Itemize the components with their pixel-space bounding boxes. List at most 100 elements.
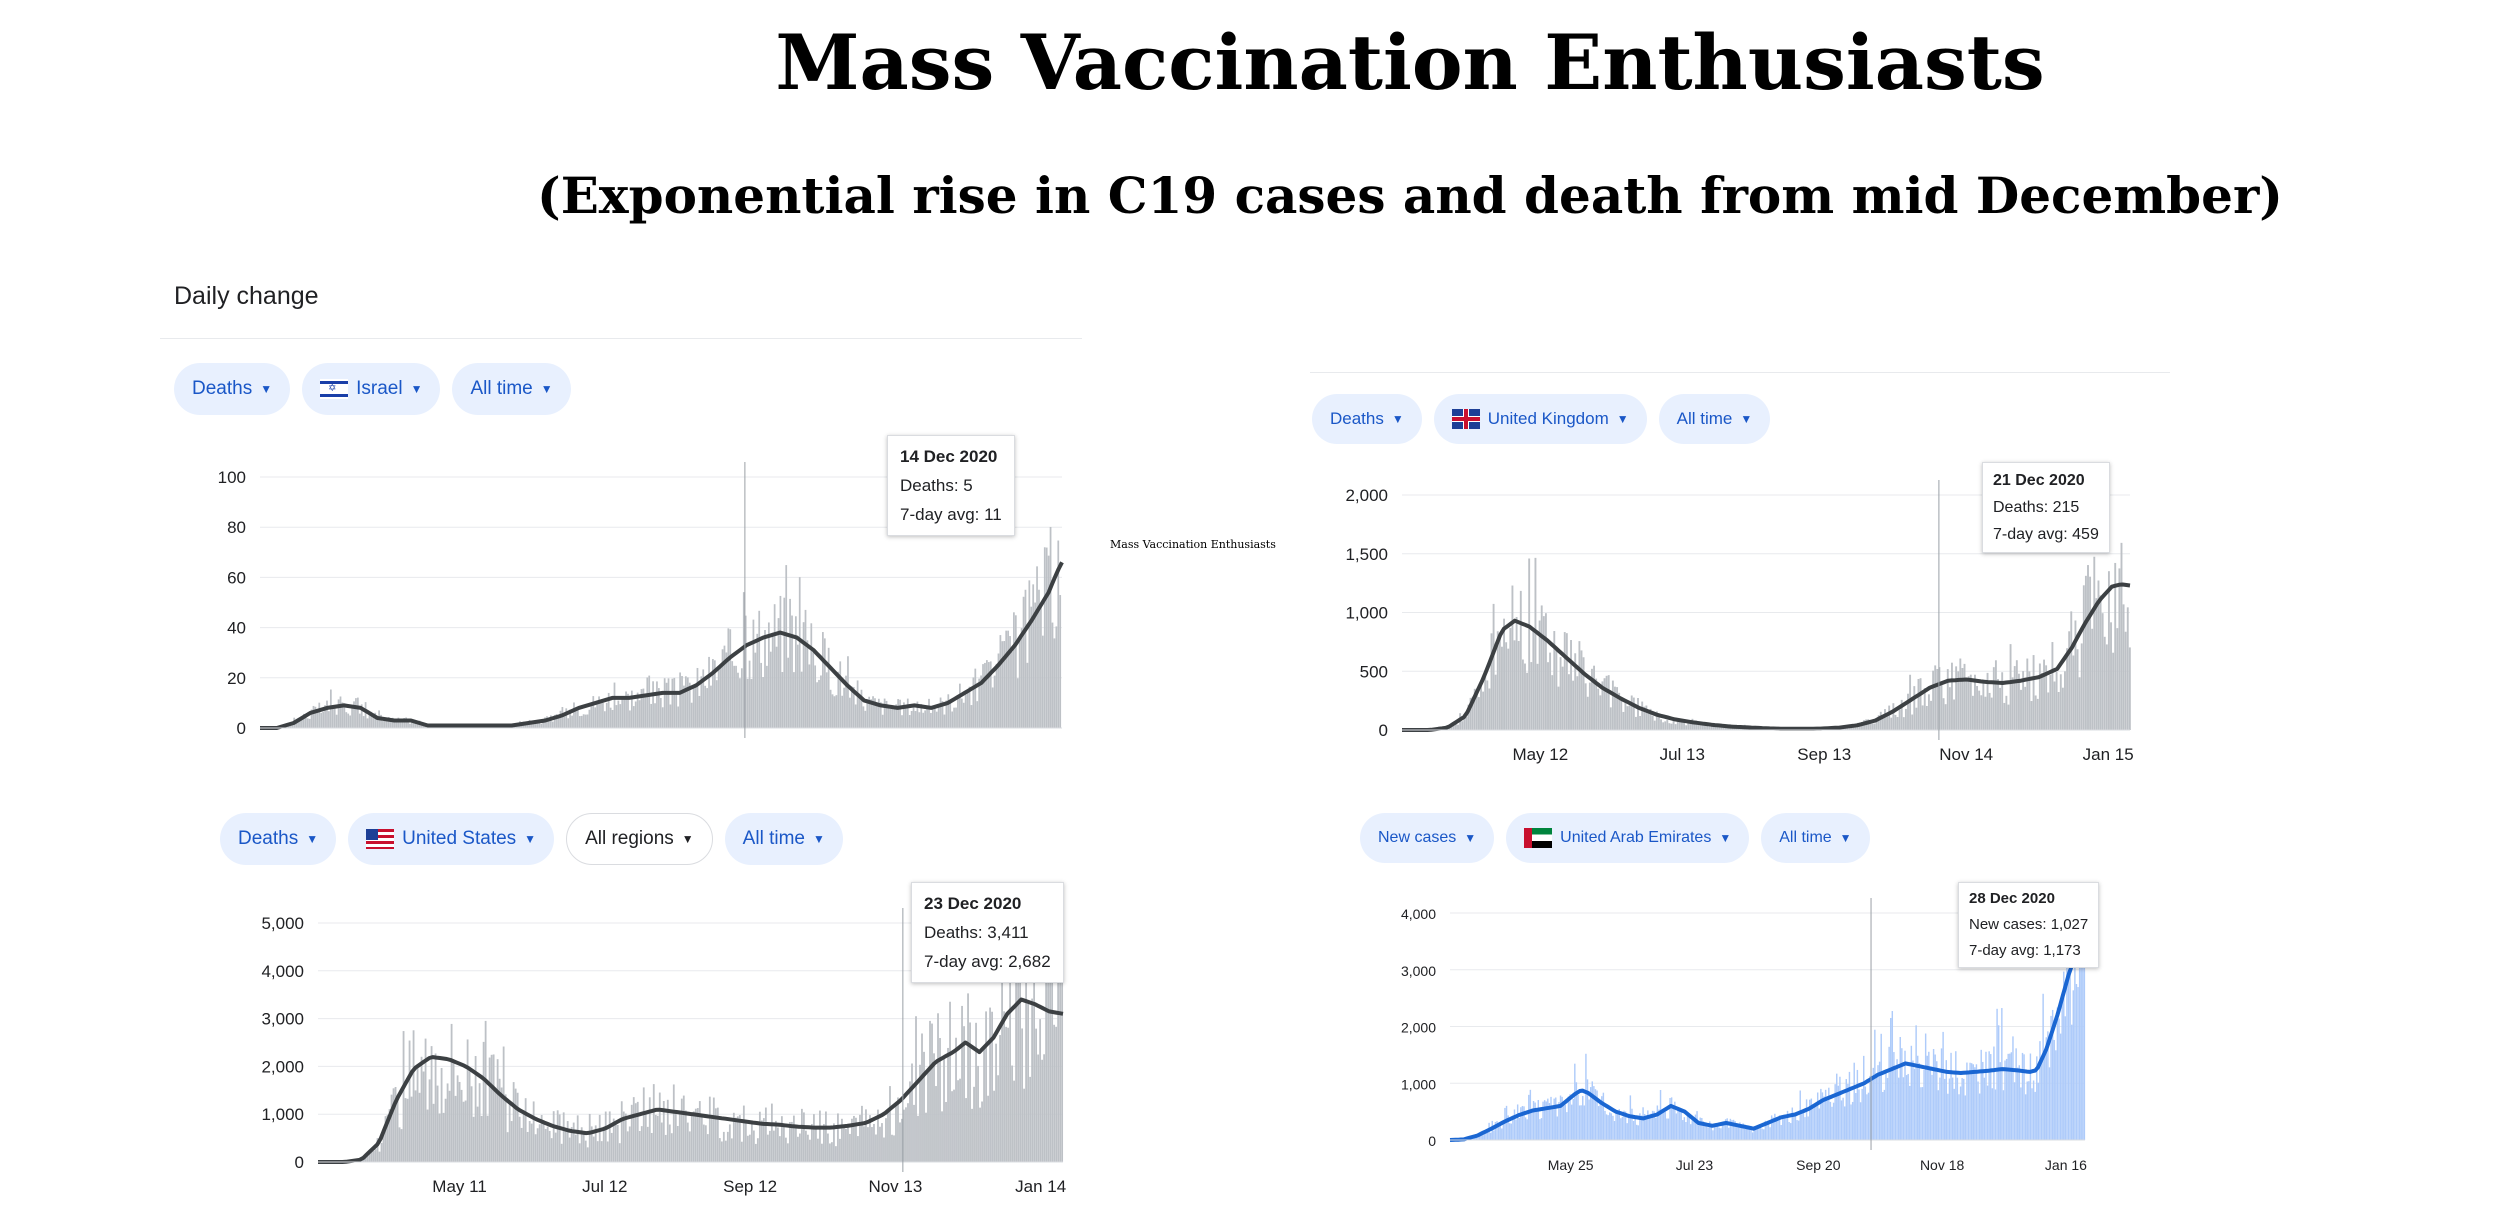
time-range-dropdown[interactable]: All time ▼ xyxy=(1761,813,1870,863)
x-tick-label: May 12 xyxy=(1512,745,1568,764)
x-tick-label: Sep 12 xyxy=(723,1177,777,1196)
data-bar xyxy=(302,713,305,728)
data-bar xyxy=(731,661,734,728)
data-bar xyxy=(492,1054,495,1162)
data-bar xyxy=(1538,620,1541,730)
metric-label: New cases xyxy=(1378,829,1457,846)
data-bar xyxy=(827,1133,829,1162)
data-bar xyxy=(1473,688,1476,730)
data-bar xyxy=(1015,925,1017,1162)
data-bar xyxy=(2041,672,2043,730)
data-bar xyxy=(916,701,919,728)
data-bar xyxy=(1532,630,1535,730)
data-bar xyxy=(1674,1101,1676,1140)
data-bar xyxy=(1616,687,1619,730)
country-dropdown[interactable]: United States ▼ xyxy=(348,813,555,865)
time-range-dropdown[interactable]: All time ▼ xyxy=(452,363,571,415)
data-bar xyxy=(320,712,323,728)
data-bar xyxy=(1764,1120,1767,1140)
data-bar xyxy=(1596,1090,1598,1140)
data-bar xyxy=(1948,687,1951,730)
data-bar xyxy=(843,1127,845,1162)
data-bar xyxy=(1874,1029,1876,1140)
data-bar xyxy=(960,698,963,728)
data-bar xyxy=(1611,680,1614,730)
country-dropdown[interactable]: ✡ Israel ▼ xyxy=(302,363,441,415)
data-bar xyxy=(1572,1099,1574,1140)
data-bar xyxy=(1547,662,1549,730)
data-bar xyxy=(912,705,915,728)
data-bar xyxy=(1994,1089,1997,1140)
region-label: All regions xyxy=(585,828,674,849)
data-bar xyxy=(1687,722,1690,730)
data-bar xyxy=(1685,1122,1687,1140)
data-bar xyxy=(456,1075,459,1162)
data-bar xyxy=(816,682,818,728)
uk-deaths-chart[interactable]: 0 500 1,000 1,500 2,000 May 12 Jul 13 Sep 13 Nov… xyxy=(1340,475,2140,775)
data-bar xyxy=(1905,1075,1908,1140)
country-dropdown[interactable]: United Arab Emirates ▼ xyxy=(1506,813,1750,863)
data-bar xyxy=(1697,1125,1700,1140)
data-bar xyxy=(688,682,691,728)
data-bar xyxy=(1607,675,1610,730)
data-bar xyxy=(2124,631,2127,730)
time-range-dropdown[interactable]: All time ▼ xyxy=(724,813,843,865)
country-dropdown[interactable]: United Kingdom ▼ xyxy=(1433,394,1647,444)
data-bar xyxy=(1892,703,1895,730)
data-bar xyxy=(1011,651,1013,728)
data-bar xyxy=(1984,696,1987,730)
data-bar xyxy=(468,1071,471,1162)
data-bar xyxy=(682,1095,685,1162)
data-bar xyxy=(702,1124,705,1162)
data-bar xyxy=(2064,1016,2067,1140)
data-bar xyxy=(852,687,855,728)
data-bar xyxy=(412,1030,415,1162)
data-bar xyxy=(873,1123,875,1162)
data-bar xyxy=(1467,704,1470,730)
uae-cases-chart[interactable]: 0 1,000 2,000 3,000 4,000 May 25 Jul 23 Sep 20 N… xyxy=(1390,895,2110,1205)
metric-dropdown[interactable]: Deaths ▼ xyxy=(174,363,291,415)
data-bar xyxy=(602,1128,605,1162)
data-bar xyxy=(1540,605,1543,730)
data-bar xyxy=(563,716,566,728)
data-bar xyxy=(1997,679,1999,730)
metric-dropdown[interactable]: Deaths ▼ xyxy=(220,813,337,865)
data-bar xyxy=(1915,707,1918,730)
data-bar xyxy=(788,1122,791,1162)
data-bar xyxy=(548,720,550,728)
data-bar xyxy=(328,711,330,728)
data-bar xyxy=(722,1131,725,1162)
israel-deaths-chart[interactable]: 0 20 40 60 80 100 xyxy=(200,455,1080,755)
time-range-dropdown[interactable]: All time ▼ xyxy=(1658,394,1771,444)
metric-dropdown[interactable]: New cases ▼ xyxy=(1360,813,1495,863)
data-bar xyxy=(1697,723,1700,730)
data-bar xyxy=(855,1117,857,1162)
data-bar xyxy=(407,718,409,728)
data-bar xyxy=(603,711,606,728)
data-bar xyxy=(821,1143,823,1162)
data-bar xyxy=(734,1117,737,1162)
data-bar xyxy=(1595,678,1598,730)
data-bar xyxy=(2030,701,2033,730)
data-bar xyxy=(2032,655,2035,730)
data-bar xyxy=(388,1109,391,1162)
data-bar xyxy=(897,699,899,728)
data-bar xyxy=(799,1133,801,1162)
data-bar xyxy=(569,709,571,728)
data-bar xyxy=(696,1108,699,1162)
data-bar xyxy=(565,708,568,728)
data-bar xyxy=(2083,908,2086,1140)
region-dropdown[interactable]: All regions ▼ xyxy=(566,813,713,865)
data-bar xyxy=(1964,1095,1967,1140)
data-bar xyxy=(953,707,955,728)
data-bar xyxy=(611,709,614,728)
metric-dropdown[interactable]: Deaths ▼ xyxy=(1312,394,1422,444)
caret-down-icon: ▼ xyxy=(1464,831,1477,845)
tooltip-date: 23 Dec 2020 xyxy=(924,894,1022,913)
us-deaths-chart[interactable]: 0 1,000 2,000 3,000 4,000 5,000 May 11 Jul 12 Se… xyxy=(240,905,1080,1210)
data-bar xyxy=(1959,658,1962,730)
tooltip-value: Deaths: 3,411 xyxy=(924,923,1029,942)
data-bar xyxy=(712,1097,715,1162)
data-bar xyxy=(694,684,697,728)
data-bar xyxy=(1836,1073,1838,1140)
